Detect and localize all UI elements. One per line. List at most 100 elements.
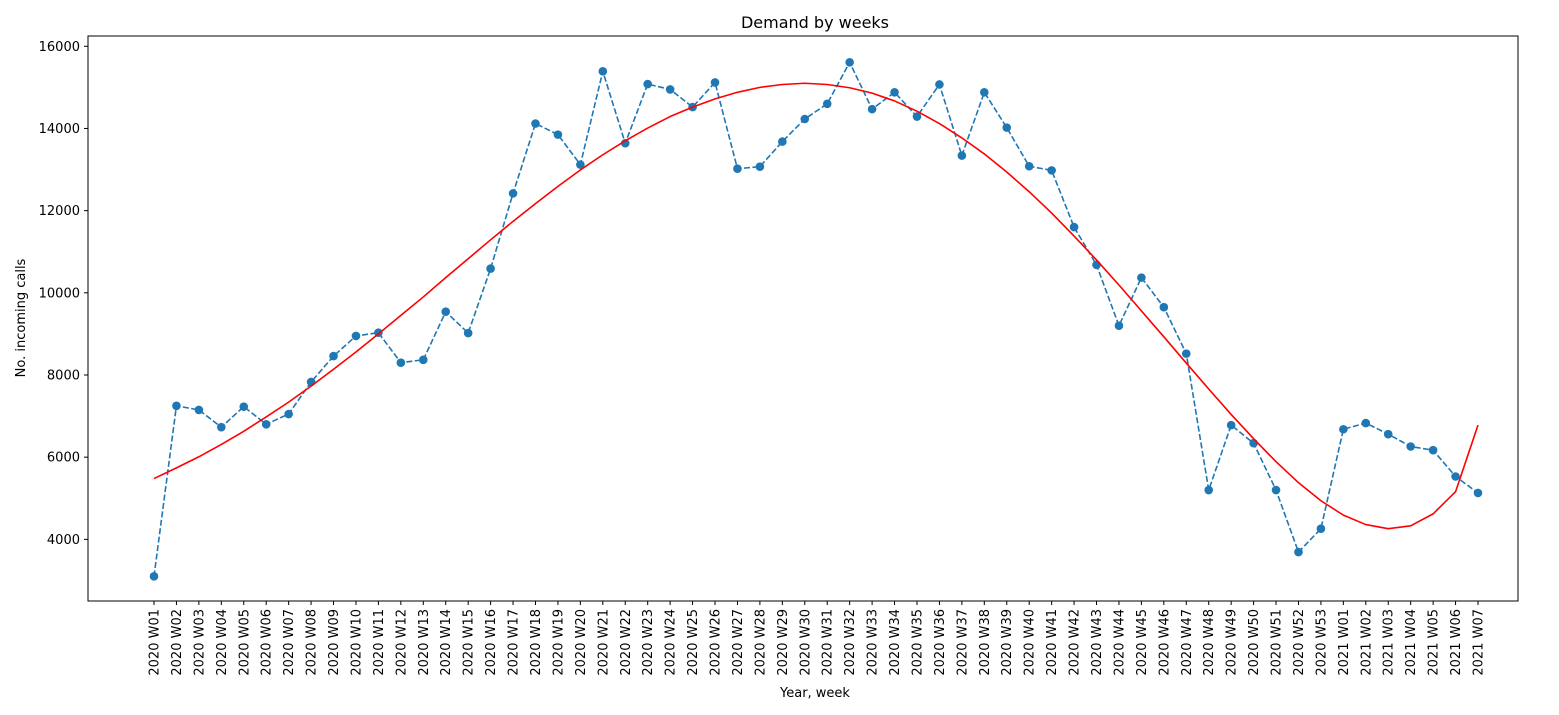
observed-series-line	[153, 61, 1479, 577]
x-tick-label: 2020 W13	[417, 609, 432, 676]
x-tick-label: 2020 W50	[1247, 609, 1262, 676]
data-point	[194, 405, 204, 415]
x-tick-label: 2020 W39	[1000, 609, 1015, 676]
data-point	[710, 78, 720, 87]
x-tick-label: 2020 W10	[349, 609, 364, 676]
x-tick-label: 2021 W06	[1449, 609, 1464, 676]
y-tick-label: 16000	[39, 40, 80, 55]
x-tick-label: 2020 W47	[1180, 609, 1195, 676]
data-point	[576, 160, 585, 169]
data-point	[822, 99, 832, 109]
x-tick-label: 2020 W05	[237, 609, 252, 676]
x-tick-label: 2020 W31	[821, 609, 836, 676]
data-point	[149, 572, 159, 581]
x-tick-label: 2020 W26	[709, 609, 724, 676]
data-point	[1159, 302, 1169, 312]
data-point	[1383, 429, 1393, 439]
x-tick-label: 2020 W34	[888, 609, 903, 676]
data-point	[329, 351, 338, 361]
data-point	[1137, 273, 1146, 282]
data-point	[1451, 472, 1460, 481]
data-point	[1316, 524, 1326, 533]
data-point	[620, 138, 630, 148]
y-tick-label: 6000	[47, 451, 80, 466]
y-axis: 4000 6000 8000 10000 12000 14000 16000	[39, 40, 88, 548]
x-tick-label: 2020 W51	[1270, 609, 1285, 676]
data-point	[508, 189, 518, 198]
x-tick-label: 2021 W04	[1404, 609, 1419, 676]
x-tick-label: 2020 W46	[1157, 609, 1172, 676]
x-tick-label: 2021 W02	[1359, 609, 1374, 676]
data-point	[800, 114, 810, 124]
data-point	[284, 409, 293, 419]
x-tick-label: 2020 W12	[394, 609, 409, 676]
x-tick-label: 2020 W11	[372, 609, 387, 676]
x-tick-label: 2020 W28	[753, 609, 768, 676]
data-point	[1181, 349, 1191, 358]
plot-area	[87, 35, 1519, 602]
x-tick-label: 2020 W52	[1292, 609, 1307, 676]
x-tick-label: 2021 W07	[1472, 609, 1487, 676]
x-tick-label: 2020 W01	[148, 609, 163, 676]
data-point	[396, 358, 406, 367]
y-tick-label: 4000	[47, 533, 80, 548]
trend-series-line	[153, 82, 1479, 530]
data-point	[418, 355, 428, 365]
x-tick-label: 2020 W43	[1090, 609, 1105, 676]
data-point	[912, 112, 922, 121]
data-point	[935, 80, 944, 89]
x-tick-label: 2020 W21	[596, 609, 611, 676]
data-point	[217, 422, 226, 432]
data-point	[1002, 123, 1012, 132]
x-tick-label: 2020 W02	[170, 609, 185, 676]
series-layer	[149, 57, 1483, 581]
x-tick-label: 2021 W01	[1337, 609, 1352, 676]
x-tick-label: 2020 W17	[507, 609, 522, 676]
x-tick-label: 2020 W20	[574, 609, 589, 676]
y-tick-label: 14000	[39, 122, 80, 137]
x-tick-label: 2020 W06	[260, 609, 275, 676]
data-point	[1294, 547, 1303, 557]
data-point	[1226, 420, 1236, 430]
y-tick-label: 8000	[47, 369, 80, 384]
plot-frame	[87, 35, 1519, 602]
x-tick-label: 2020 W29	[776, 609, 791, 676]
x-tick-label: 2020 W23	[641, 609, 656, 676]
x-tick-label: 2020 W18	[529, 609, 544, 676]
x-tick-label: 2020 W37	[955, 609, 970, 676]
x-tick-label: 2020 W09	[327, 609, 342, 676]
x-tick-label: 2020 W07	[282, 609, 297, 676]
x-tick-label: 2020 W27	[731, 609, 746, 676]
x-tick-label: 2020 W49	[1225, 609, 1240, 676]
data-point	[643, 79, 652, 89]
x-tick-label: 2021 W05	[1427, 609, 1442, 676]
data-point	[665, 85, 675, 94]
data-point	[351, 331, 361, 341]
x-tick-label: 2020 W53	[1314, 609, 1329, 676]
data-point	[1473, 488, 1483, 498]
x-tick-label: 2020 W16	[484, 609, 499, 676]
data-point	[1406, 442, 1415, 451]
x-axis: 2020 W01 2020 W02 2020 W03 2020 W04 2020 W05…	[148, 601, 1487, 676]
data-point	[1047, 166, 1056, 175]
data-point	[1092, 260, 1101, 270]
x-tick-label: 2020 W40	[1023, 609, 1038, 676]
data-point	[778, 137, 787, 146]
data-point	[890, 87, 899, 97]
data-point	[980, 87, 989, 97]
y-tick-label: 12000	[39, 204, 80, 219]
data-point	[1361, 418, 1371, 428]
x-tick-label: 2020 W35	[910, 609, 925, 676]
data-point	[957, 151, 967, 160]
data-point	[1114, 321, 1124, 330]
data-point	[733, 164, 742, 174]
x-tick-label: 2020 W25	[686, 609, 701, 676]
data-point	[1069, 222, 1079, 232]
data-point	[598, 67, 608, 76]
data-point	[1339, 424, 1348, 434]
x-axis-label: Year, week	[779, 686, 850, 701]
x-tick-label: 2021 W03	[1382, 609, 1397, 676]
data-point	[1428, 445, 1438, 455]
x-tick-label: 2020 W44	[1112, 609, 1127, 676]
